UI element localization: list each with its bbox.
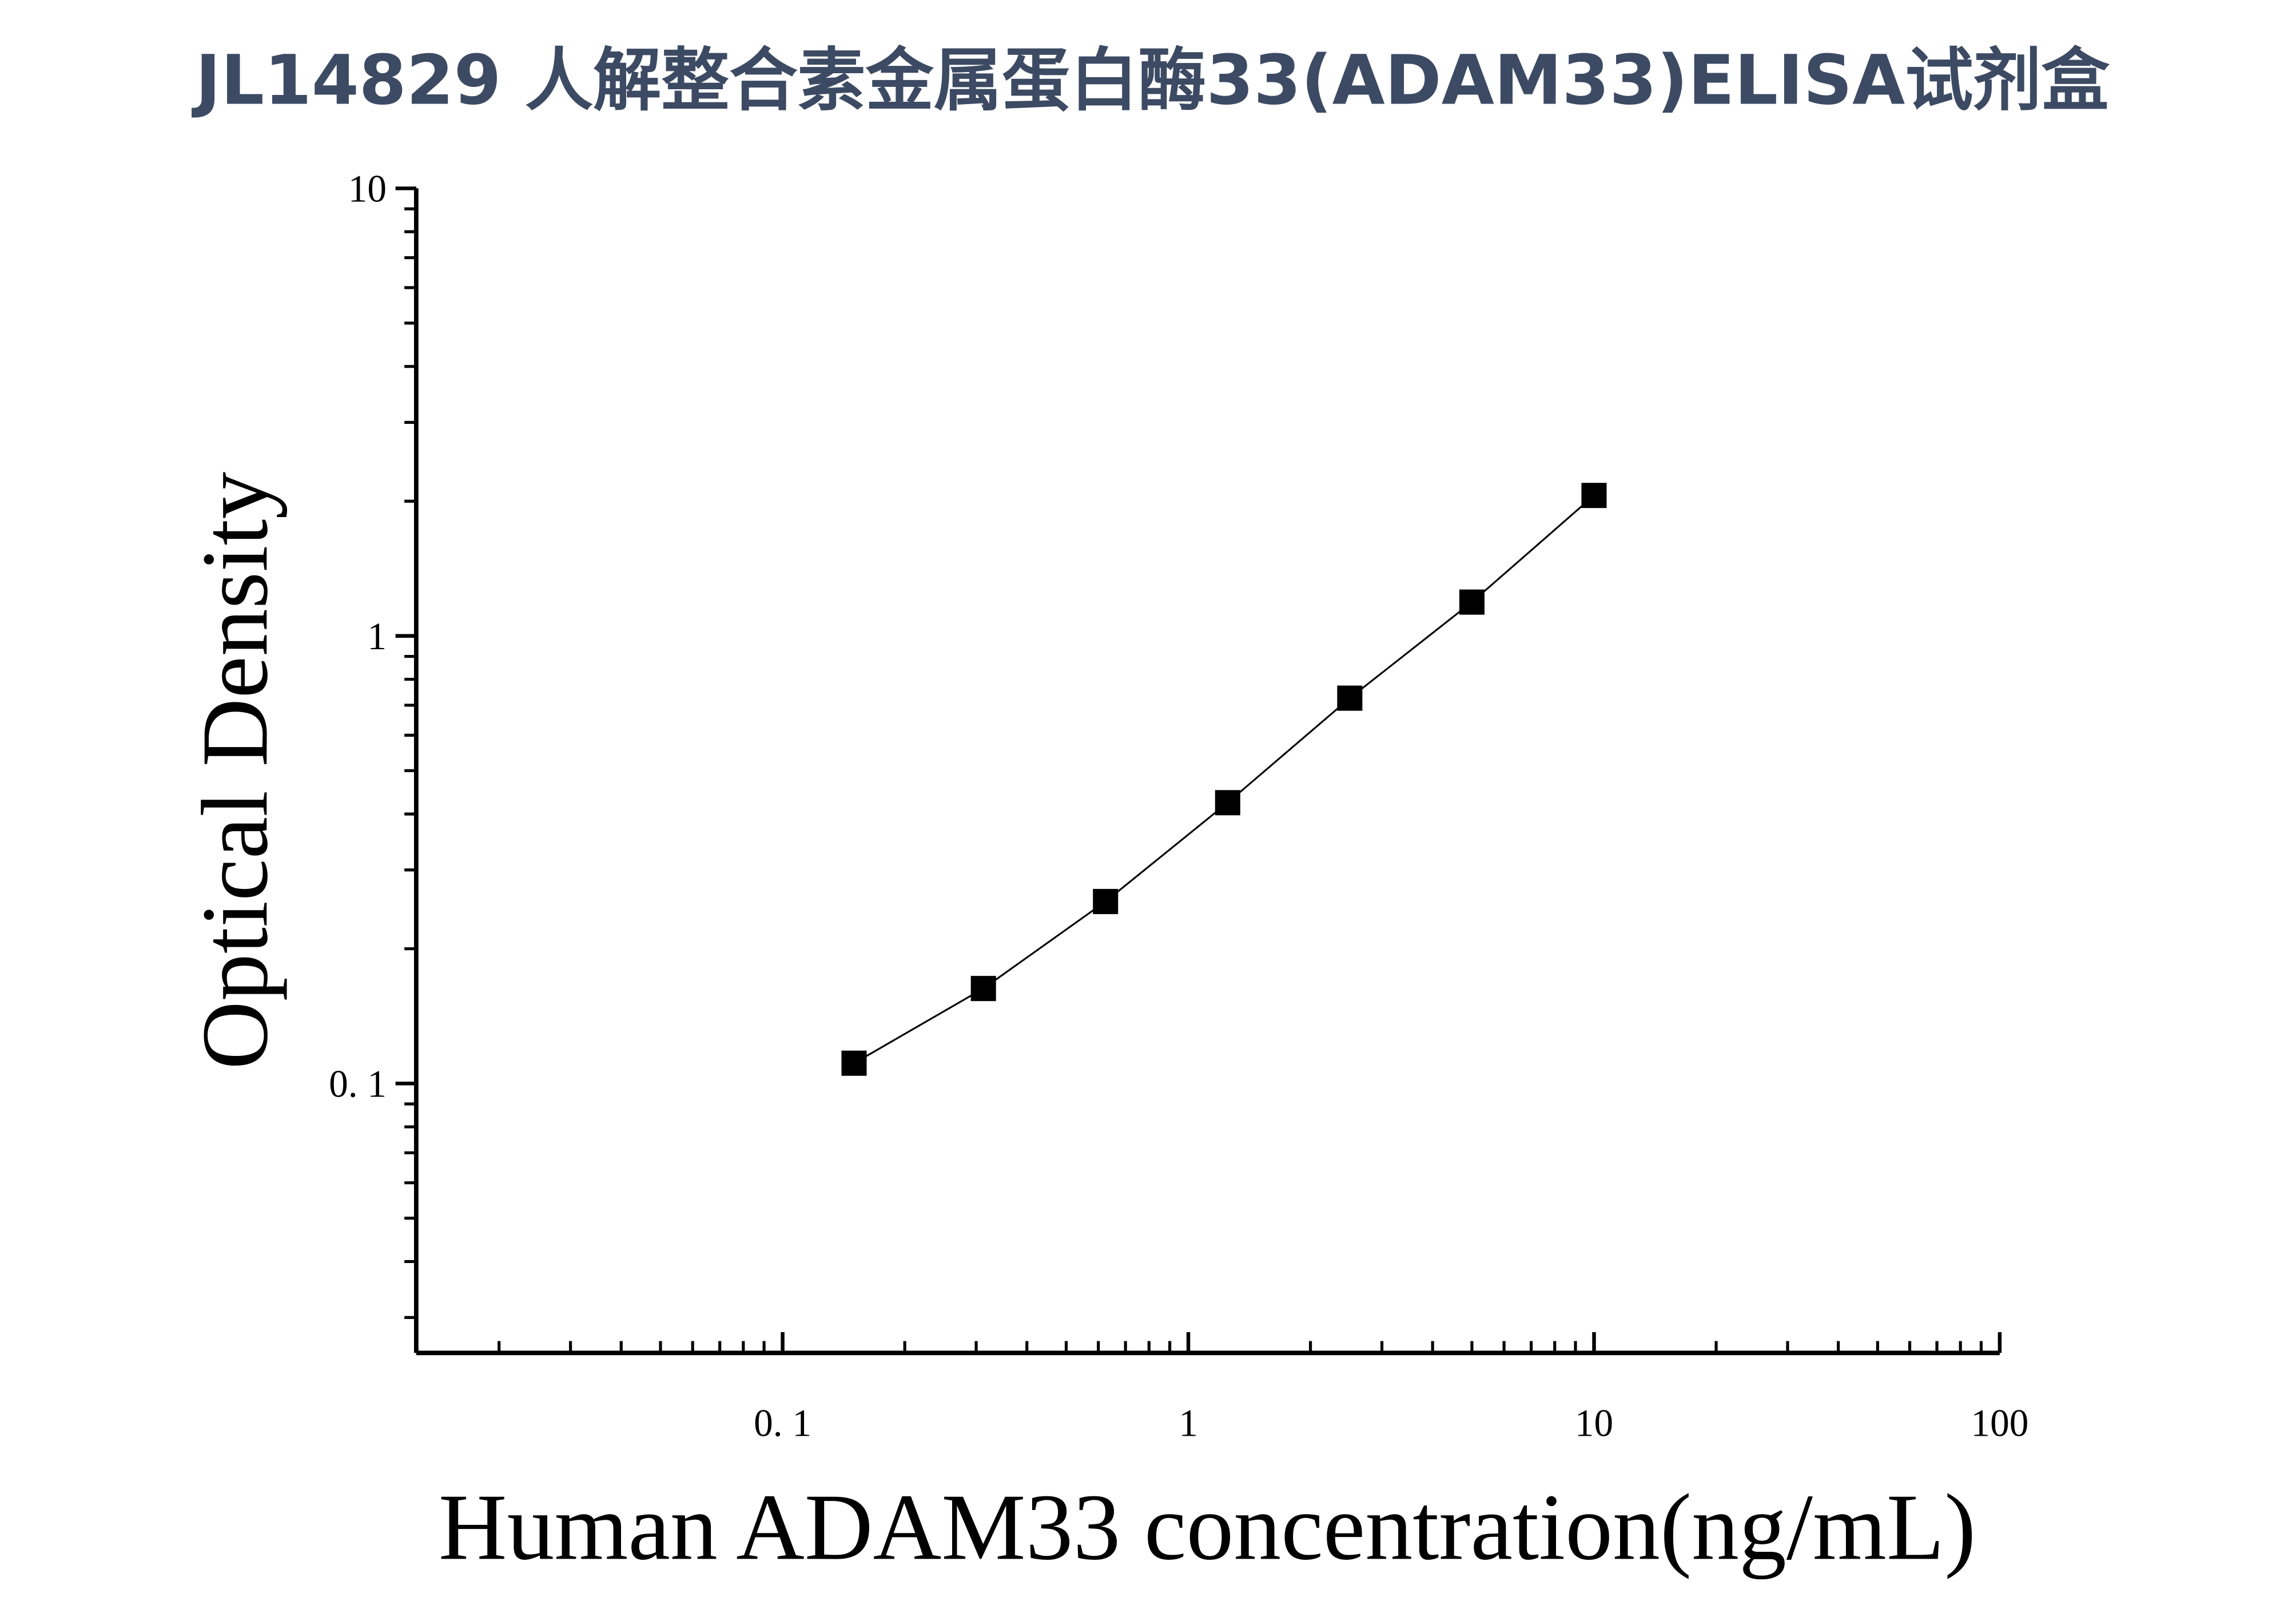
data-point bbox=[1459, 589, 1485, 615]
x-axis-label: Human ADAM33 concentration(ng/mL) bbox=[439, 1474, 1976, 1579]
x-tick-label: 0. 1 bbox=[754, 1401, 811, 1444]
y-axis-label: Optical Density bbox=[182, 472, 287, 1070]
data-point bbox=[1581, 483, 1607, 508]
chart-title: JL14829 人解整合素金属蛋白酶33(ADAM33)ELISA试剂盒 bbox=[192, 41, 2110, 121]
data-point bbox=[1337, 685, 1363, 711]
data-point bbox=[970, 976, 996, 1002]
x-tick-label: 100 bbox=[1971, 1401, 2028, 1444]
y-tick-label: 1 bbox=[367, 615, 387, 658]
data-point bbox=[841, 1050, 867, 1076]
x-tick-label: 1 bbox=[1179, 1401, 1198, 1444]
y-tick-label: 0. 1 bbox=[329, 1063, 387, 1106]
y-tick-label: 10 bbox=[348, 168, 387, 210]
fit-line bbox=[853, 495, 1595, 1064]
x-tick-label: 10 bbox=[1575, 1401, 1613, 1444]
data-point bbox=[1215, 790, 1240, 816]
data-point bbox=[1093, 889, 1119, 915]
